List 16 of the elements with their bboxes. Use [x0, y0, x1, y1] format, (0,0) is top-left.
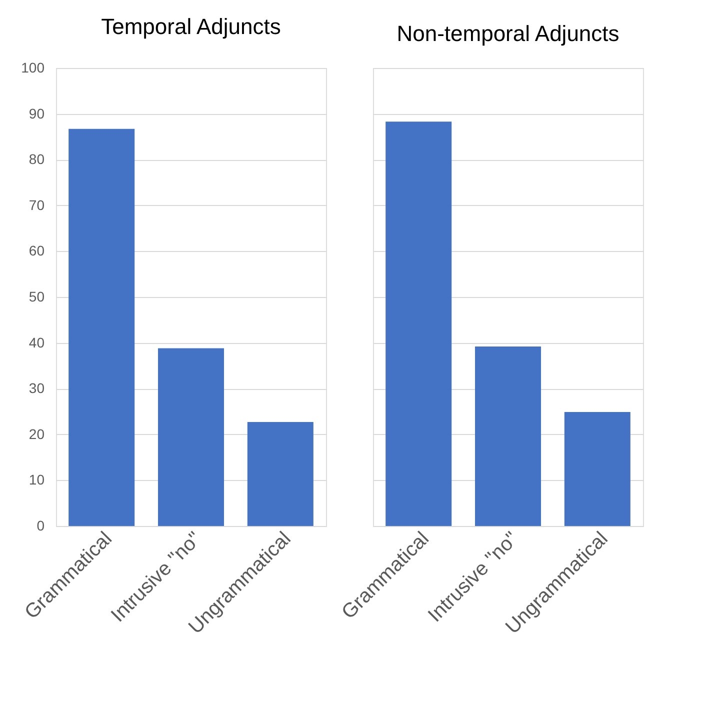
- y-tick-label: 10: [28, 472, 45, 488]
- chart-title: Non-temporal Adjuncts: [396, 21, 620, 46]
- y-tick-label: 30: [28, 380, 45, 396]
- y-tick-label: 40: [28, 334, 45, 350]
- y-tick-label: 100: [21, 60, 45, 76]
- bar: [68, 128, 135, 526]
- bar: [158, 348, 224, 526]
- y-tick-label: 60: [28, 242, 45, 259]
- y-tick-label: 90: [28, 105, 45, 122]
- chart-title: Temporal Adjuncts: [101, 14, 281, 39]
- bar: [247, 422, 314, 526]
- y-tick-label: 0: [36, 518, 45, 534]
- y-tick-label: 20: [28, 426, 45, 442]
- y-tick-label: 70: [28, 196, 45, 213]
- y-tick-label: 50: [28, 288, 45, 304]
- y-tick-label: 80: [28, 151, 45, 168]
